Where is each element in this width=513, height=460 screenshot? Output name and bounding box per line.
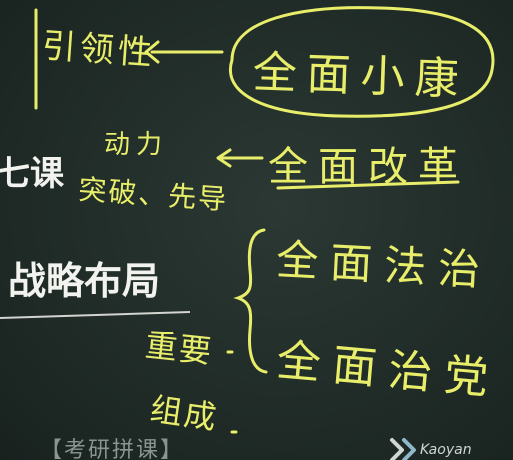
printed-course-suffix: 七课 — [0, 154, 64, 194]
brace-stroke — [233, 228, 268, 374]
note-xiaokang: 全面小康 — [251, 46, 470, 106]
circle-stroke — [229, 6, 495, 118]
kaoyan-logo-text: Kaoyan — [420, 442, 472, 458]
note-yinling: 引领性 — [40, 25, 158, 74]
note-fazhi: 全面法治 — [274, 234, 494, 296]
printed-strategy-title: 战略布局 — [8, 259, 161, 303]
note-gaige: 全面改革 — [268, 144, 468, 190]
note-dongli: 动力 — [104, 130, 169, 160]
kaoyan-logo-mark — [390, 438, 416, 460]
note-zucheng: 组成 — [147, 389, 221, 438]
note-zhongyao: 重要 — [143, 325, 216, 371]
printed-footer: 【考研拼课】 — [40, 438, 185, 460]
